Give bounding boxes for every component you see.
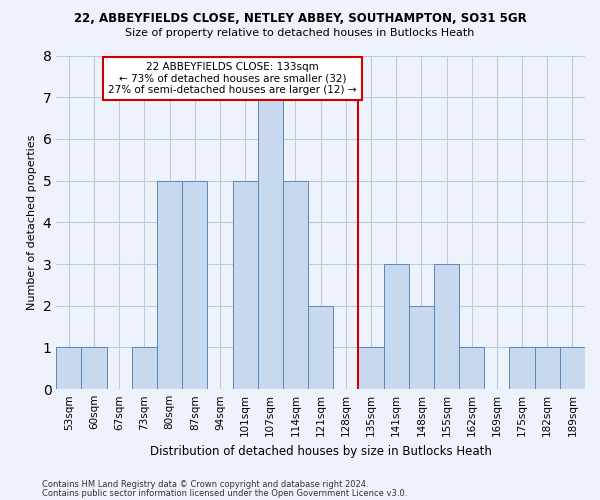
Text: Size of property relative to detached houses in Butlocks Heath: Size of property relative to detached ho… [125,28,475,38]
Bar [56,348,82,389]
Bar [459,348,484,389]
Text: 22 ABBEYFIELDS CLOSE: 133sqm
← 73% of detached houses are smaller (32)
27% of se: 22 ABBEYFIELDS CLOSE: 133sqm ← 73% of de… [108,62,357,95]
Y-axis label: Number of detached properties: Number of detached properties [27,134,37,310]
Text: Contains public sector information licensed under the Open Government Licence v3: Contains public sector information licen… [42,489,407,498]
Text: Contains HM Land Registry data © Crown copyright and database right 2024.: Contains HM Land Registry data © Crown c… [42,480,368,489]
Bar [182,180,208,389]
Bar [258,97,283,389]
Bar [358,348,383,389]
Bar [409,306,434,389]
X-axis label: Distribution of detached houses by size in Butlocks Heath: Distribution of detached houses by size … [150,444,491,458]
Bar [283,180,308,389]
Bar [434,264,459,389]
Text: 22, ABBEYFIELDS CLOSE, NETLEY ABBEY, SOUTHAMPTON, SO31 5GR: 22, ABBEYFIELDS CLOSE, NETLEY ABBEY, SOU… [74,12,526,26]
Bar [535,348,560,389]
Bar [157,180,182,389]
Bar [308,306,333,389]
Bar [560,348,585,389]
Bar [132,348,157,389]
Bar [82,348,107,389]
Bar [233,180,258,389]
Bar [383,264,409,389]
Bar [509,348,535,389]
